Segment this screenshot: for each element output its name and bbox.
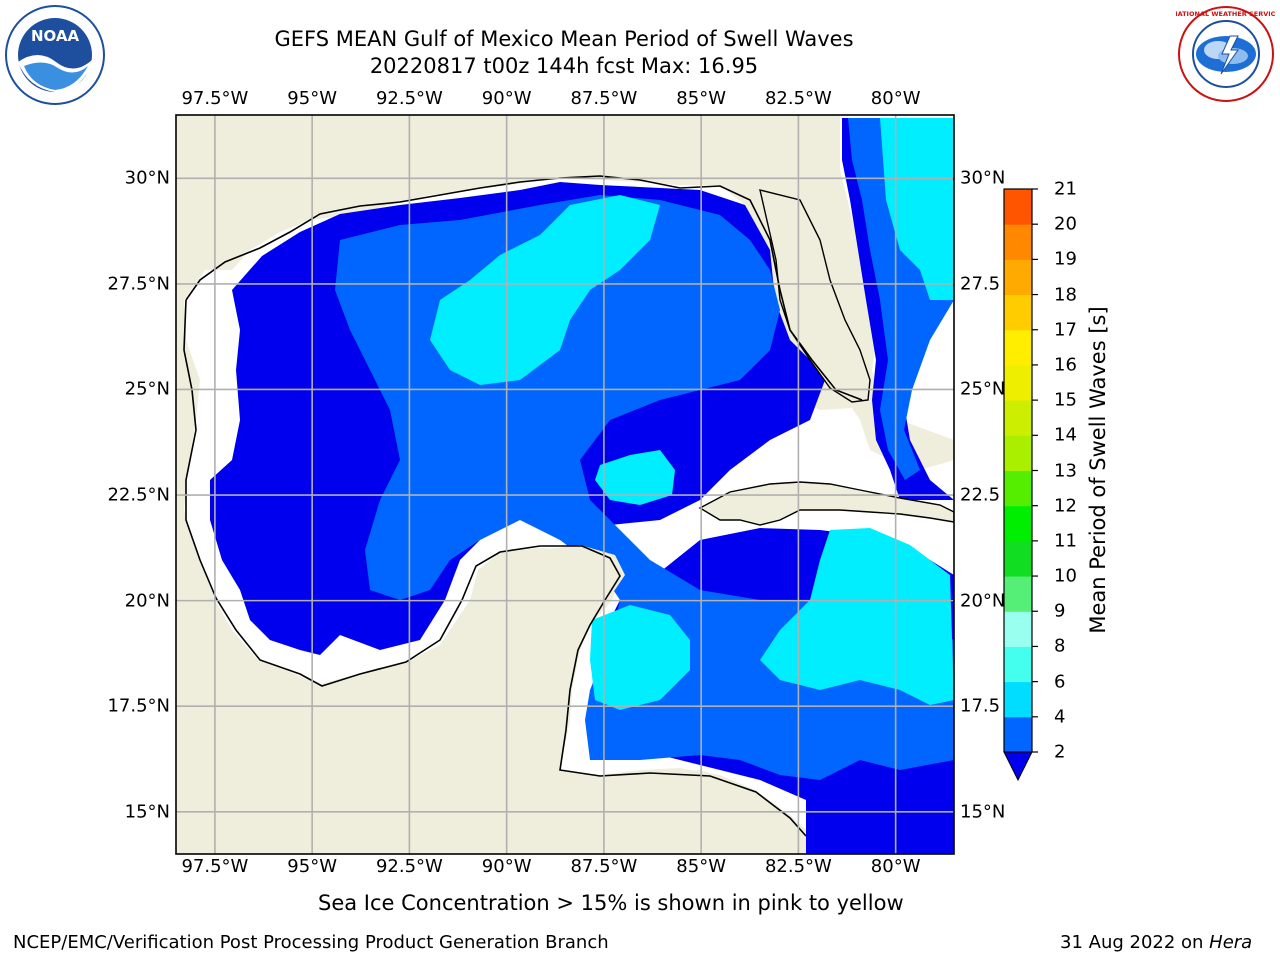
x-tick-label-top: 97.5°W [181,88,249,109]
footer-branch: NCEP/EMC/Verification Post Processing Pr… [13,932,609,953]
x-tick-label-top: 82.5°W [764,88,832,109]
colorbar-segment [1004,329,1032,366]
colorbar-segment [1004,716,1032,753]
x-tick-label-top: 90°W [481,88,532,109]
y-tick-label-left: 25°N [124,378,170,400]
x-tick-label-top: 92.5°W [375,88,443,109]
colorbar-segment [1004,540,1032,577]
colorbar-segment [1004,224,1032,260]
colorbar-label: Mean Period of Swell Waves [s] [1086,306,1110,634]
swell-cyan-caribbean-east [760,528,954,705]
y-tick-label-right: 20°N [960,590,1006,612]
x-tick-label-bottom: 95°W [287,856,337,877]
colorbar-tick-label: 2 [1054,741,1066,763]
y-tick-label-left: 22.5°N [107,484,170,506]
swell-cyan-central [595,450,675,505]
sea-ice-caption: Sea Ice Concentration > 15% is shown in … [318,891,904,915]
y-tick-label-left: 15°N [124,801,170,823]
noaa-logo: NOAA [5,5,105,105]
y-tick-label-right: 15°N [960,801,1006,823]
colorbar-tick-label: 14 [1054,424,1077,446]
land-yucatan-honduras [176,545,806,854]
colorbar-tick-label: 6 [1054,671,1066,693]
colorbar-tick-label: 16 [1054,354,1077,376]
colorbar-extend-min [1003,751,1033,782]
colorbar-segment [1004,364,1032,401]
colorbar-tick-label: 15 [1054,389,1077,411]
x-tick-label-bottom: 92.5°W [375,856,443,877]
colorbar-tick-label: 18 [1054,284,1077,306]
y-tick-label-left: 20°N [124,590,170,612]
colorbar-segment [1004,470,1032,507]
colorbar-segment [1004,576,1032,612]
swell-cyan-north-gulf [430,195,660,385]
colorbar-tick-label: 20 [1054,213,1077,235]
colorbar-tick-label: 8 [1054,635,1066,657]
y-tick-label-left: 27.5°N [107,273,170,295]
colorbar-tick-label: 4 [1054,706,1066,728]
colorbar-tick-label: 9 [1054,600,1066,622]
gridlines [176,115,954,854]
x-tick-label-top: 87.5°W [570,88,638,109]
colorbar-segment [1004,681,1032,718]
x-tick-label-bottom: 82.5°W [764,856,832,877]
nws-logo-ring-text: NATIONAL WEATHER SERVICE [1176,10,1276,18]
colorbar-segment [1004,611,1032,647]
x-tick-label-bottom: 97.5°W [181,856,249,877]
y-tick-label-left: 30°N [124,167,170,189]
colorbar-tick-label: 13 [1054,460,1077,481]
noaa-logo-text: NOAA [31,27,80,45]
chart-title: GEFS MEAN Gulf of Mexico Mean Period of … [274,27,854,51]
x-tick-label-top: 95°W [287,88,337,109]
swell-cyan-atlantic [880,118,954,300]
y-tick-label-right: 27.5 [960,273,1001,295]
colorbar-segment [1004,505,1032,542]
y-tick-label-right: 30°N [960,167,1006,189]
chart-subtitle: 20220817 t00z 144h fcst Max: 16.95 [369,54,759,78]
colorbar-segment [1004,400,1032,436]
footer-host: Hera [1209,932,1253,953]
colorbar-segment [1004,259,1032,296]
colorbar-tick-label: 12 [1054,495,1077,517]
footer-date: 31 Aug 2022 on Hera [1060,932,1252,953]
x-tick-label-bottom: 87.5°W [570,856,638,877]
nws-logo: NATIONAL WEATHER SERVICE [1176,6,1276,102]
map-frame [175,114,955,855]
y-tick-label-right: 22.5 [960,484,1001,506]
colorbar-tick-label: 10 [1054,565,1077,587]
colorbar-tick-label: 21 [1054,178,1077,200]
colorbar-tick-label: 19 [1054,248,1077,270]
swell-cyan-caribbean-west [590,605,690,710]
x-tick-label-top: 80°W [870,88,921,109]
x-tick-label-bottom: 90°W [481,856,532,877]
y-tick-label-right: 17.5 [960,695,1001,717]
colorbar-segment [1004,189,1032,225]
x-tick-label-bottom: 80°W [870,856,921,877]
y-tick-label-left: 17.5°N [107,695,170,717]
colorbar-segment [1004,435,1032,471]
land-cuba [698,481,954,526]
colorbar [1003,188,1038,782]
colorbar-segment [1004,294,1032,331]
x-tick-label-bottom: 85°W [676,856,726,877]
colorbar-segment [1004,646,1032,683]
colorbar-tick-label: 11 [1054,530,1077,552]
y-tick-label-right: 25°N [960,378,1006,400]
x-tick-label-top: 85°W [676,88,726,109]
footer-date-text: 31 Aug 2022 on [1060,932,1210,953]
colorbar-tick-label: 17 [1054,319,1077,341]
